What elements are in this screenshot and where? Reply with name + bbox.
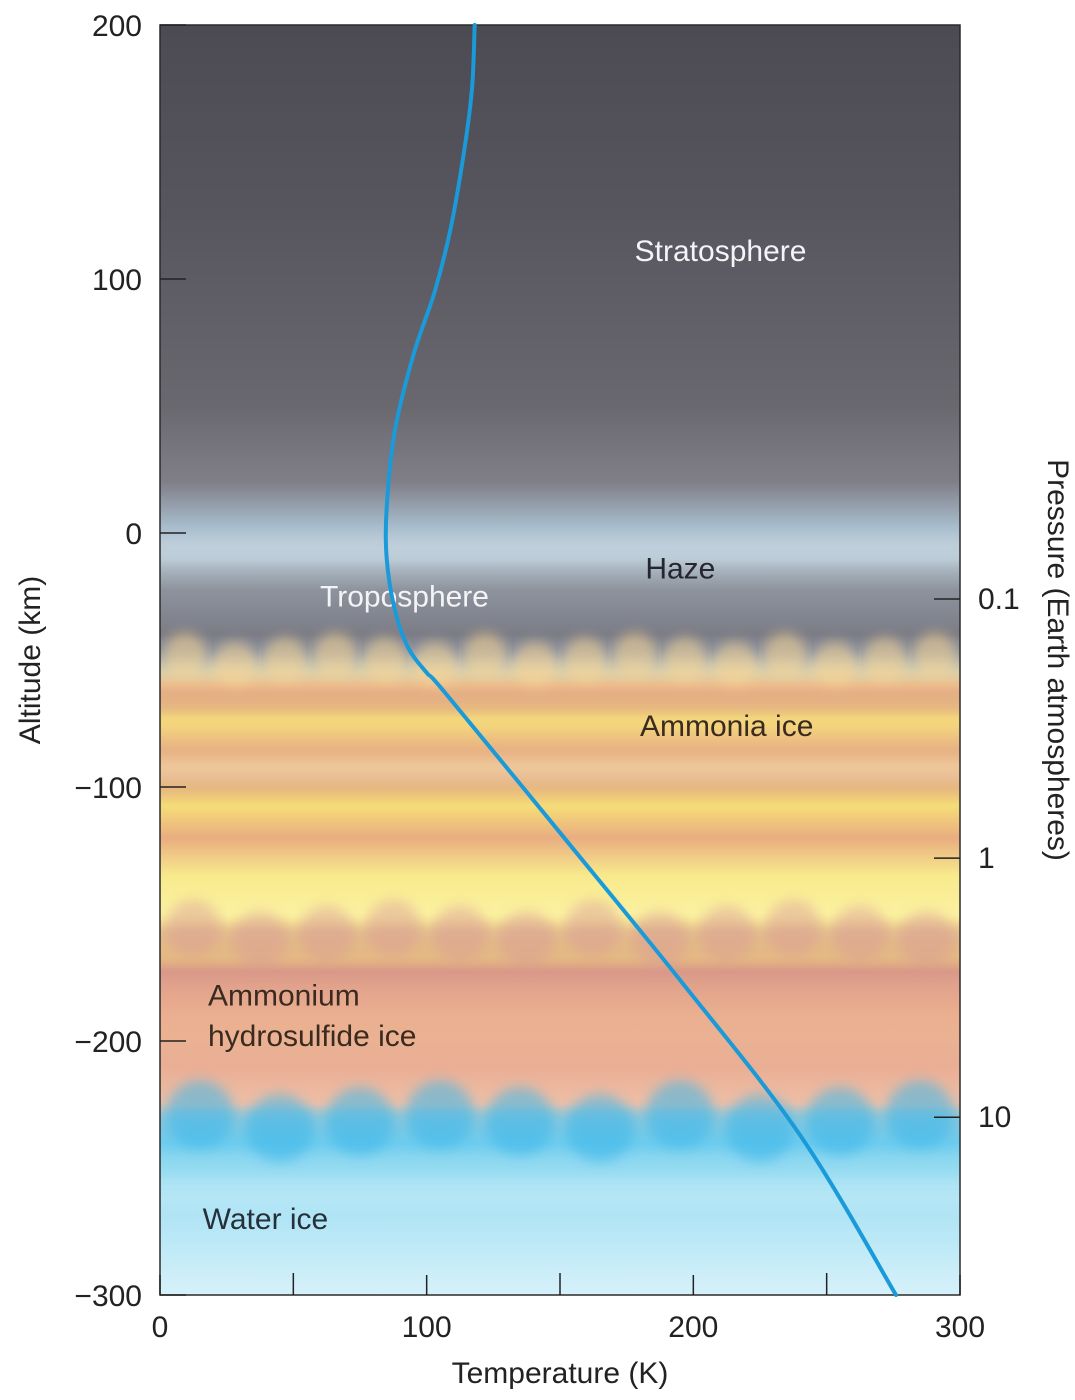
cloud-puff xyxy=(213,641,257,686)
cloud-puff xyxy=(763,632,807,677)
y-tick-label: −300 xyxy=(74,1280,142,1313)
cloud-puff xyxy=(263,637,307,682)
cloud-puff xyxy=(513,641,557,686)
cloud-puff xyxy=(565,900,622,957)
cloud-band xyxy=(160,758,960,782)
cloud-puff xyxy=(863,637,907,682)
pressure-tick-label: 10 xyxy=(978,1101,1011,1134)
x-tick-label: 100 xyxy=(402,1311,452,1344)
cloud-puff xyxy=(898,911,955,968)
y-tick-label: 200 xyxy=(92,10,142,43)
x-tick-label: 200 xyxy=(668,1311,718,1344)
cloud-puff xyxy=(698,905,755,962)
cloud-puff xyxy=(163,632,207,677)
y-axis-label: Altitude (km) xyxy=(14,576,47,744)
cloud-puff xyxy=(713,641,757,686)
layer-labels: Stratosphere Haze Troposphere Ammonia ice Am… xyxy=(203,235,814,1236)
cloud-band xyxy=(160,661,960,683)
cloud-puff xyxy=(646,1080,714,1149)
cloud-puff xyxy=(498,911,555,968)
cloud-puff xyxy=(726,1094,794,1163)
cloud-puff xyxy=(566,1094,634,1163)
cloud-puff xyxy=(913,632,957,677)
x-axis-label: Temperature (K) xyxy=(452,1357,669,1390)
cloud-puff xyxy=(165,900,222,957)
x-tick-label: 300 xyxy=(935,1311,985,1344)
cloud-puff xyxy=(806,1087,874,1156)
cloud-puff xyxy=(406,1080,474,1149)
pressure-tick-label: 0.1 xyxy=(978,583,1020,616)
cloud-puff xyxy=(663,637,707,682)
layer-label: Stratosphere xyxy=(635,235,807,268)
cloud-puff xyxy=(486,1087,554,1156)
cloud-puff xyxy=(765,900,822,957)
cloud-puff xyxy=(413,641,457,686)
cloud-puff xyxy=(632,911,688,968)
y-tick-label: 100 xyxy=(92,264,142,297)
cloud-puff xyxy=(326,1087,394,1156)
cloud-puff xyxy=(832,905,888,962)
cloud-band xyxy=(160,985,960,1025)
cloud-puff xyxy=(432,905,488,962)
y-tick-label: 0 xyxy=(125,518,142,551)
y-axis: 200 100 0 −100 −200 −300 xyxy=(74,10,186,1313)
cloud-puff xyxy=(365,900,422,957)
cloud-puff xyxy=(363,637,407,682)
y-tick-label: −100 xyxy=(74,772,142,805)
cloud-puff xyxy=(246,1094,314,1163)
cloud-puff xyxy=(463,632,507,677)
cloud-puff xyxy=(232,911,288,968)
layer-label: Water ice xyxy=(203,1203,329,1236)
cloud-puff xyxy=(298,905,355,962)
cloud-puff xyxy=(613,632,657,677)
y-tick-label: −200 xyxy=(74,1026,142,1059)
layer-label: Haze xyxy=(645,553,715,586)
temperature-profile-line xyxy=(383,23,898,1297)
x-tick-label: 0 xyxy=(152,1311,169,1344)
layer-label: Ammonia ice xyxy=(640,710,813,743)
cloud-band xyxy=(160,685,960,715)
cloud-band xyxy=(160,925,960,955)
cloud-puff xyxy=(563,637,607,682)
pressure-tick-label: 1 xyxy=(978,842,995,875)
cloud-puff xyxy=(313,632,357,677)
pressure-axis-label: Pressure (Earth atmospheres) xyxy=(1041,459,1074,861)
cloud-puff xyxy=(886,1080,954,1149)
x-axis: 0 100 200 300 xyxy=(152,1273,985,1344)
layer-label: Troposphere xyxy=(320,581,489,614)
layer-label: hydrosulfide ice xyxy=(208,1020,416,1053)
layer-label: Ammonium xyxy=(208,979,360,1012)
cloud-band xyxy=(160,1180,960,1210)
pressure-axis: 0.1 1 10 xyxy=(934,583,1020,1134)
cloud-puff xyxy=(813,641,857,686)
cloud-band xyxy=(160,535,960,561)
cloud-bands xyxy=(160,535,960,1210)
cloud-puff xyxy=(166,1080,234,1149)
